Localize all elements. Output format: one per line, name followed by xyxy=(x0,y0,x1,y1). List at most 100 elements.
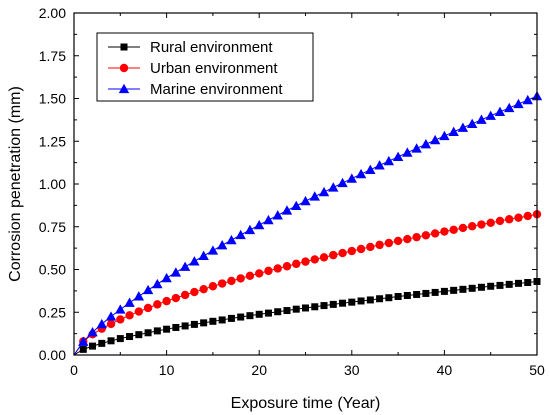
data-point xyxy=(255,310,263,318)
data-point xyxy=(339,299,347,307)
data-point xyxy=(162,296,171,306)
data-point xyxy=(227,276,236,286)
data-point xyxy=(272,210,283,220)
data-point xyxy=(487,282,495,290)
data-point xyxy=(376,295,384,303)
data-point xyxy=(274,308,282,316)
data-point xyxy=(320,302,328,310)
x-tick-label: 10 xyxy=(159,362,175,378)
data-point xyxy=(106,319,116,329)
series-rural-environment xyxy=(73,277,541,356)
data-point xyxy=(348,298,356,306)
data-point xyxy=(116,335,124,343)
legend-label: Marine environment xyxy=(150,81,283,98)
data-point xyxy=(356,244,366,254)
data-point xyxy=(440,227,449,236)
data-point xyxy=(87,327,98,337)
data-point xyxy=(431,288,439,296)
data-point xyxy=(374,160,385,170)
data-point xyxy=(347,246,356,256)
data-point xyxy=(115,304,126,314)
data-point xyxy=(477,283,485,291)
data-point xyxy=(98,339,106,347)
data-point xyxy=(319,253,329,262)
data-point xyxy=(439,130,450,141)
data-point xyxy=(412,232,421,242)
data-point xyxy=(281,205,293,215)
data-point xyxy=(338,248,347,258)
data-point xyxy=(318,186,330,197)
y-tick-label: 1.75 xyxy=(39,48,66,64)
data-point xyxy=(504,102,515,113)
data-point xyxy=(291,200,302,211)
x-axis-title: Exposure time (Year) xyxy=(231,395,381,412)
legend-item: Rural environment xyxy=(108,39,273,56)
data-point xyxy=(226,234,237,245)
data-point xyxy=(309,191,320,201)
y-tick-label: 2.00 xyxy=(39,5,66,21)
data-point xyxy=(254,219,265,230)
legend-marker xyxy=(119,63,129,73)
data-point xyxy=(133,291,145,301)
data-point xyxy=(152,278,163,289)
data-point xyxy=(273,264,282,273)
data-point xyxy=(300,195,311,206)
data-point xyxy=(217,279,227,288)
data-point xyxy=(449,225,458,235)
data-point xyxy=(126,333,134,341)
legend-label: Rural environment xyxy=(150,39,273,56)
data-point xyxy=(392,151,404,161)
data-point xyxy=(124,297,135,307)
legend-item: Urban environment xyxy=(108,60,278,77)
data-point xyxy=(366,296,374,304)
data-point xyxy=(403,291,411,299)
data-point xyxy=(505,280,513,288)
data-point xyxy=(346,173,357,183)
data-point xyxy=(208,282,218,291)
data-point xyxy=(199,284,208,294)
y-tick-label: 0.25 xyxy=(39,304,66,320)
data-point xyxy=(143,303,153,313)
data-point xyxy=(337,177,348,188)
data-point xyxy=(235,229,246,240)
data-point xyxy=(413,290,421,298)
data-point xyxy=(292,305,300,313)
data-point xyxy=(125,311,134,320)
data-point xyxy=(236,274,245,283)
data-point xyxy=(411,143,422,153)
data-point xyxy=(179,261,191,271)
data-point xyxy=(448,126,459,137)
data-point xyxy=(311,303,319,311)
data-point xyxy=(263,214,274,225)
data-point xyxy=(466,118,478,128)
legend-marker xyxy=(118,83,130,94)
legend: Rural environment Urban environment Marine… xyxy=(96,32,314,102)
data-point xyxy=(383,155,395,166)
data-point xyxy=(200,319,208,327)
data-point xyxy=(514,213,523,222)
data-point xyxy=(189,256,200,266)
x-tick-label: 0 xyxy=(70,362,78,378)
data-point xyxy=(153,327,161,335)
data-point xyxy=(375,240,384,250)
data-point xyxy=(255,269,264,278)
series-line xyxy=(73,95,538,356)
data-point xyxy=(385,294,393,302)
series-marine-environment xyxy=(73,90,543,356)
data-point xyxy=(107,337,115,345)
data-point xyxy=(227,314,235,322)
y-tick-label: 0.50 xyxy=(39,262,66,278)
data-point xyxy=(494,106,506,116)
data-point xyxy=(134,307,144,316)
data-point xyxy=(244,224,256,235)
data-point xyxy=(153,300,162,309)
data-point xyxy=(450,286,458,294)
data-point xyxy=(310,255,319,264)
y-tick-label: 0.75 xyxy=(39,219,66,235)
data-point xyxy=(420,138,432,149)
data-point xyxy=(522,94,533,105)
data-point xyxy=(216,240,228,250)
data-point xyxy=(496,281,504,289)
data-point xyxy=(264,309,272,317)
y-tick-label: 1.50 xyxy=(39,91,66,107)
